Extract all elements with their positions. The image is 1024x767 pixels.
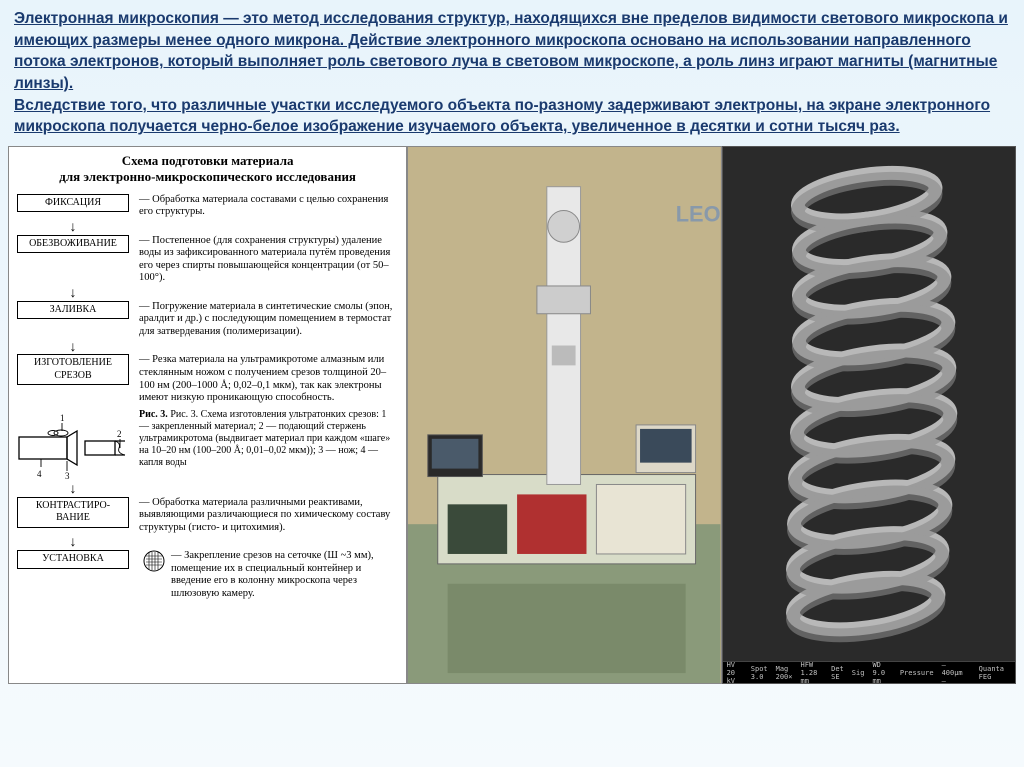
sem-micrograph: HV20 kV Spot3.0 Mag200× HFW1.28 mm DetSE… (722, 146, 1016, 684)
svg-text:3: 3 (65, 471, 70, 479)
figure-caption: Рис. 3. Рис. 3. Схема изготовления ультр… (139, 409, 398, 479)
step-box-fixation: ФИКСАЦИЯ (17, 194, 129, 213)
arrow-down-icon: ↓ (17, 538, 129, 548)
arrow-down-icon: ↓ (17, 485, 129, 495)
step-box-embedding: ЗАЛИВКА (17, 301, 129, 320)
step-desc: — Обработка материала составами с целью … (139, 194, 398, 219)
step-label: УСТАНОВКА (42, 553, 104, 566)
figure-caption-text: Рис. 3. Схема изготовления ультратонких … (139, 409, 390, 468)
step-desc: — Обработка материала различными реактив… (139, 497, 398, 535)
arrow-down-icon: ↓ (17, 289, 129, 299)
arrow-down-icon: ↓ (17, 343, 129, 353)
sem-info-bar: HV20 kV Spot3.0 Mag200× HFW1.28 mm DetSE… (723, 661, 1015, 683)
images-row: Схема подготовки материала для электронн… (0, 144, 1024, 684)
microscope-lab-photo: LEO (407, 146, 721, 684)
step-desc: — Погружение материала в синтетические с… (139, 301, 398, 339)
step-box-dehydration: ОБЕЗВОЖИВАНИЕ (17, 235, 129, 254)
step-box-mounting: УСТАНОВКА (17, 550, 129, 569)
step-desc: — Закрепление срезов на сеточке (Ш ~3 мм… (171, 550, 398, 600)
svg-text:2: 2 (117, 429, 122, 439)
svg-text:4: 4 (37, 469, 42, 479)
scheme-panel: Схема подготовки материала для электронн… (8, 146, 407, 684)
intro-paragraph: Электронная микроскопия — это метод иссл… (0, 0, 1024, 144)
grid-icon (143, 550, 165, 572)
step-desc: — Постепенное (для сохранения структуры)… (139, 235, 398, 285)
arrow-down-icon: ↓ (17, 223, 129, 233)
step-box-contrast: КОНТРАСТИРО-ВАНИЕ (17, 497, 129, 528)
svg-text:1: 1 (60, 413, 65, 423)
scheme-title: Схема подготовки материала для электронн… (17, 153, 398, 186)
step-box-sectioning: ИЗГОТОВЛЕНИЕ СРЕЗОВ (17, 354, 129, 385)
ultramicrotome-diagram: 1 2 3 4 (17, 409, 129, 479)
step-desc: — Резка материала на ультрамикротоме алм… (139, 354, 398, 404)
svg-text:LEO: LEO (676, 202, 721, 227)
